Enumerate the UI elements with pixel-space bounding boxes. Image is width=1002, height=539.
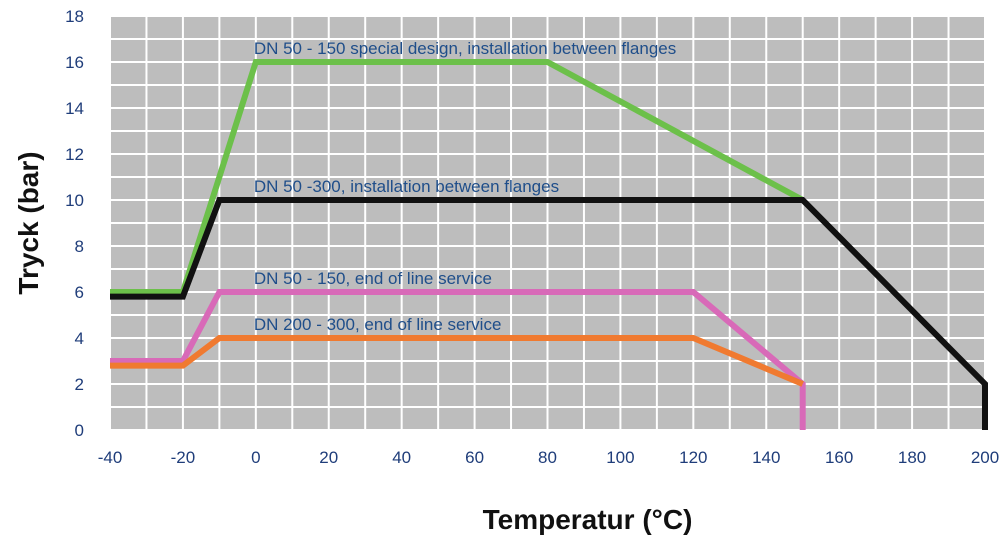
x-tick-label: 200 <box>971 448 999 467</box>
x-tick-label: 40 <box>392 448 411 467</box>
series-labels: DN 50 - 150 special design, installation… <box>254 39 676 334</box>
x-tick-label: -20 <box>171 448 196 467</box>
grid <box>109 15 986 431</box>
x-tick-label: 60 <box>465 448 484 467</box>
x-tick-label: 100 <box>606 448 634 467</box>
y-tick-label: 6 <box>75 283 84 302</box>
y-tick-label: 14 <box>65 99 84 118</box>
series-label-1: DN 50 - 150 special design, installation… <box>254 39 676 58</box>
y-tick-label: 18 <box>65 7 84 26</box>
x-tick-label: 120 <box>679 448 707 467</box>
x-tick-label: -40 <box>98 448 123 467</box>
x-tick-label: 160 <box>825 448 853 467</box>
x-axis-ticks: -40 -20 0 20 40 60 80 100 120 140 160 180 200 <box>98 448 999 467</box>
x-tick-label: 20 <box>319 448 338 467</box>
y-axis-title: Tryck (bar) <box>13 151 44 294</box>
series-label-4: DN 200 - 300, end of line service <box>254 315 502 334</box>
y-tick-label: 2 <box>75 375 84 394</box>
x-tick-label: 80 <box>538 448 557 467</box>
y-tick-label: 4 <box>75 329 84 348</box>
series-line-2 <box>110 197 988 430</box>
x-tick-label: 140 <box>752 448 780 467</box>
y-tick-label: 8 <box>75 237 84 256</box>
series-lines <box>110 59 988 430</box>
y-tick-label: 16 <box>65 53 84 72</box>
series-label-2: DN 50 -300, installation between flanges <box>254 177 559 196</box>
series-line-1 <box>110 59 805 295</box>
series-line-4 <box>110 335 804 387</box>
y-tick-label: 10 <box>65 191 84 210</box>
x-tick-label: 180 <box>898 448 926 467</box>
x-tick-label: 0 <box>251 448 260 467</box>
y-tick-label: 0 <box>75 421 84 440</box>
y-axis-ticks: 0 2 4 6 8 10 12 14 16 18 <box>65 7 84 440</box>
x-axis-title: Temperatur (°C) <box>483 504 693 535</box>
series-label-3: DN 50 - 150, end of line service <box>254 269 492 288</box>
y-tick-label: 12 <box>65 145 84 164</box>
series-line-3 <box>110 289 806 430</box>
